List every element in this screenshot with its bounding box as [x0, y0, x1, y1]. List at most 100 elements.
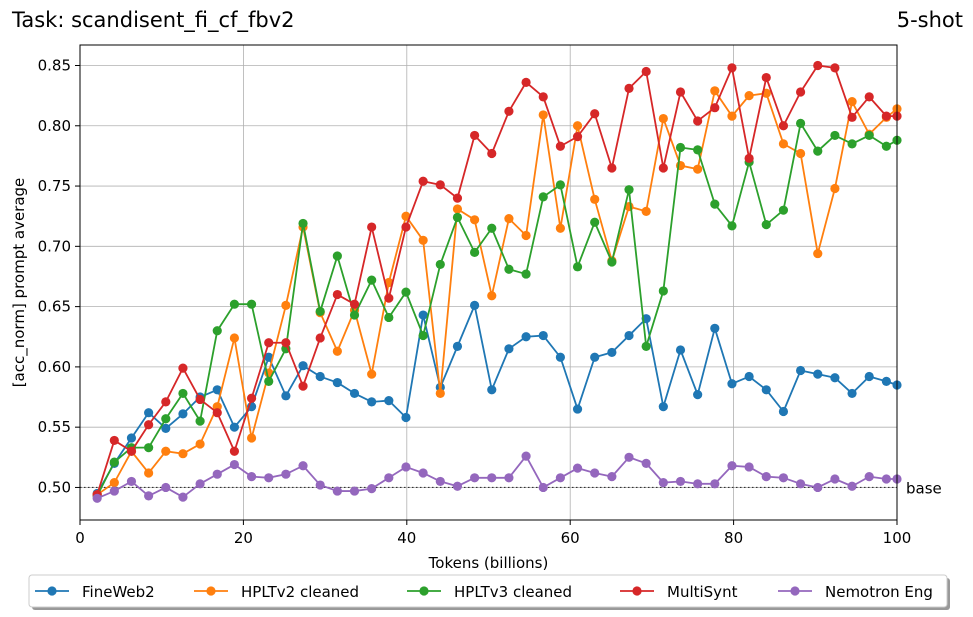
data-point — [246, 299, 257, 309]
data-point — [607, 163, 617, 173]
data-point — [298, 361, 308, 371]
data-point — [693, 164, 703, 174]
data-point — [710, 86, 720, 96]
data-point — [864, 471, 874, 482]
y-tick-label: 0.85 — [38, 56, 71, 74]
data-point — [555, 473, 565, 483]
data-point — [847, 97, 857, 107]
data-point — [487, 223, 497, 233]
data-point — [144, 408, 154, 418]
data-point — [658, 163, 668, 173]
data-point — [727, 111, 737, 121]
data-point — [795, 148, 806, 159]
y-tick-label: 0.80 — [38, 117, 71, 135]
data-point — [126, 433, 137, 443]
data-point — [813, 60, 823, 71]
legend-marker — [790, 586, 800, 596]
data-point — [847, 481, 857, 491]
data-point — [572, 463, 583, 473]
data-point — [830, 130, 840, 141]
data-point — [487, 473, 497, 483]
data-point — [504, 214, 514, 224]
data-point — [521, 269, 531, 279]
x-tick-label: 80 — [724, 529, 743, 547]
data-point — [538, 330, 548, 341]
data-point — [332, 346, 342, 356]
data-point — [864, 371, 874, 382]
legend-item: HPLTv2 cleaned — [194, 583, 359, 601]
data-point — [572, 132, 583, 142]
data-point — [881, 141, 891, 151]
data-point — [315, 306, 325, 317]
y-tick-label: 0.55 — [38, 418, 71, 436]
x-tick-label: 20 — [234, 529, 253, 547]
series-line-hpltv3-cleaned — [96, 122, 898, 497]
legend-box — [28, 574, 948, 608]
data-point — [555, 180, 565, 190]
data-point — [178, 449, 188, 459]
data-point — [555, 223, 565, 233]
data-point — [109, 457, 119, 467]
data-point — [590, 109, 600, 119]
data-point — [864, 92, 874, 102]
data-point — [881, 111, 891, 121]
data-point — [710, 323, 720, 333]
y-axis-label: [acc_norm] prompt average — [10, 178, 29, 388]
data-point — [178, 388, 188, 399]
legend-item: Nemotron Eng — [778, 583, 933, 601]
data-point — [744, 462, 754, 472]
data-point — [641, 458, 651, 468]
data-point — [487, 291, 497, 301]
data-point — [864, 130, 874, 141]
x-tick-label: 100 — [883, 529, 912, 547]
data-point — [778, 473, 789, 483]
data-point — [264, 352, 274, 362]
data-point — [161, 423, 171, 433]
data-point — [675, 345, 686, 355]
data-point — [813, 482, 823, 493]
data-point — [161, 482, 171, 493]
x-tick-label: 40 — [397, 529, 416, 547]
data-point — [349, 299, 360, 309]
y-tick-label: 0.60 — [38, 358, 71, 376]
data-point — [761, 385, 771, 395]
data-point — [624, 83, 634, 94]
data-point — [178, 363, 188, 373]
data-point — [538, 482, 548, 493]
data-point — [830, 63, 840, 73]
plot-frame — [79, 44, 898, 521]
data-point — [367, 369, 377, 379]
data-point — [367, 222, 377, 232]
data-point — [435, 476, 445, 487]
data-point — [795, 87, 806, 97]
data-point — [195, 479, 205, 489]
data-point — [521, 451, 531, 461]
data-point — [401, 412, 411, 423]
legend-label: HPLTv2 cleaned — [241, 583, 359, 601]
data-point — [572, 262, 583, 272]
data-point — [367, 397, 377, 407]
data-point — [349, 486, 360, 496]
data-point — [109, 478, 119, 488]
legend-label: Nemotron Eng — [825, 583, 933, 601]
data-point — [470, 130, 480, 141]
data-point — [435, 259, 445, 270]
data-point — [229, 446, 240, 456]
data-point — [727, 63, 737, 73]
data-point — [590, 468, 600, 478]
data-point — [281, 391, 291, 401]
data-point — [435, 388, 445, 399]
data-point — [212, 326, 222, 336]
data-point — [658, 478, 668, 488]
series-hpltv2-cleaned — [92, 86, 902, 500]
data-point — [504, 344, 514, 354]
data-point — [229, 333, 240, 343]
data-point — [641, 66, 651, 77]
data-point — [332, 251, 342, 261]
data-point — [384, 473, 394, 483]
legend-marker — [632, 586, 642, 596]
data-point — [144, 468, 154, 478]
data-point — [778, 205, 789, 215]
data-point — [264, 338, 274, 348]
y-tick-label: 0.65 — [38, 298, 71, 316]
